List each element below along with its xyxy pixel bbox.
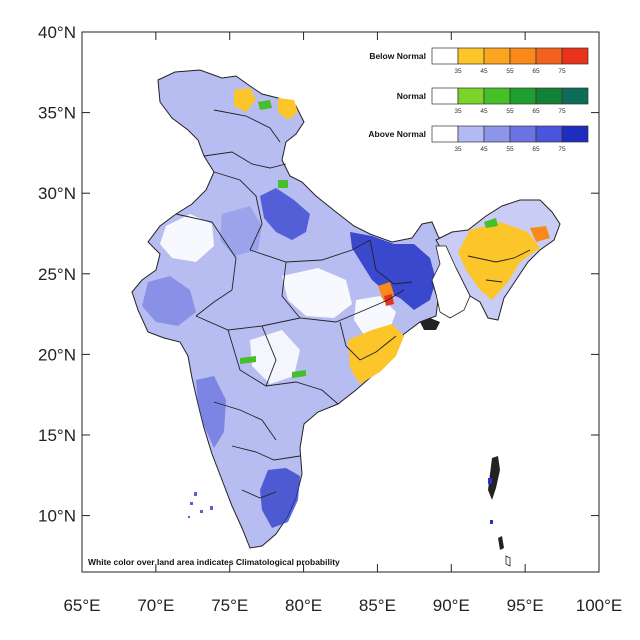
lon-tick-label: 95°E xyxy=(507,596,544,615)
legend-color-swatch xyxy=(431,47,459,65)
normal-green-east xyxy=(292,370,306,378)
map-footnote: White color over land area indicates Cli… xyxy=(88,557,340,567)
probability-legend: Below Normal 35 45 55 65 75 Normal 35 45 55 65 75 Ab… xyxy=(368,47,589,153)
legend-tick-label: 35 xyxy=(454,146,462,153)
andaman-islands xyxy=(488,456,511,567)
normal-green-uttarakhand xyxy=(278,180,288,188)
legend-category-label: Below Normal xyxy=(369,51,426,61)
legend-tick-label: 65 xyxy=(532,68,540,75)
legend-color-swatch xyxy=(431,125,459,143)
above-normal-darkblue-ganges xyxy=(350,232,436,310)
legend-tick-label: 65 xyxy=(532,146,540,153)
legend-category-label: Normal xyxy=(397,91,426,101)
legend-color-swatch xyxy=(535,125,563,143)
lon-tick-label: 65°E xyxy=(63,596,100,615)
climatology-white-rajasthan xyxy=(160,214,214,262)
above-normal-darkblue-north xyxy=(260,188,310,240)
legend-tick-label: 35 xyxy=(454,108,462,115)
above-normal-midblue-central xyxy=(220,206,262,256)
legend-color-swatch xyxy=(483,47,511,65)
legend-color-swatch xyxy=(457,125,485,143)
legend-color-swatch xyxy=(561,125,589,143)
normal-green-kashmir xyxy=(258,100,272,110)
lon-tick-label: 70°E xyxy=(137,596,174,615)
legend-tick-label: 75 xyxy=(558,108,566,115)
legend-color-swatch xyxy=(535,47,563,65)
legend-tick-label: 55 xyxy=(506,146,514,153)
legend-color-swatch xyxy=(509,125,537,143)
lat-tick-label: 30°N xyxy=(38,184,76,203)
lon-tick-label: 85°E xyxy=(359,596,396,615)
legend-tick-label: 35 xyxy=(454,68,462,75)
legend-color-swatch xyxy=(457,47,485,65)
legend-color-swatch xyxy=(483,87,511,105)
legend-tick-label: 45 xyxy=(480,68,488,75)
legend-category-label: Above Normal xyxy=(368,129,426,139)
above-normal-midblue-west xyxy=(142,276,196,326)
lakshadweep-islands xyxy=(188,492,213,518)
state-boundaries xyxy=(175,109,531,499)
legend-tick-label: 55 xyxy=(506,68,514,75)
sundarbans-coast xyxy=(420,318,440,330)
legend-color-swatch xyxy=(509,47,537,65)
above-normal-midblue-coast xyxy=(196,376,226,448)
climatology-white-central xyxy=(282,268,352,318)
below-normal-odisha xyxy=(348,324,404,384)
legend-tick-label: 75 xyxy=(558,146,566,153)
below-normal-ladakh-east xyxy=(278,98,298,120)
legend-tick-label: 45 xyxy=(480,146,488,153)
lon-tick-label: 80°E xyxy=(285,596,322,615)
below-normal-ladakh xyxy=(234,88,256,112)
india-probability-field xyxy=(131,69,561,567)
lat-tick-label: 25°N xyxy=(38,265,76,284)
normal-green-northeast xyxy=(484,218,498,228)
legend-color-swatch xyxy=(509,87,537,105)
lat-tick-label: 35°N xyxy=(38,104,76,123)
lat-tick-label: 20°N xyxy=(38,345,76,364)
legend-color-swatch xyxy=(483,125,511,143)
legend-color-swatch xyxy=(561,47,589,65)
lon-tick-label: 90°E xyxy=(433,596,470,615)
legend-color-swatch xyxy=(561,87,589,105)
lat-tick-label: 10°N xyxy=(38,507,76,526)
lon-tick-label: 75°E xyxy=(211,596,248,615)
legend-tick-label: 45 xyxy=(480,108,488,115)
lat-tick-label: 40°N xyxy=(38,23,76,42)
legend-color-swatch xyxy=(431,87,459,105)
normal-green-central xyxy=(240,356,256,364)
map-axes: 65°E 70°E 75°E 80°E 85°E 90°E 95°E 100°E 40°N 35°… xyxy=(38,23,622,615)
legend-color-swatch xyxy=(535,87,563,105)
lat-tick-label: 15°N xyxy=(38,426,76,445)
legend-tick-label: 75 xyxy=(558,68,566,75)
legend-tick-label: 65 xyxy=(532,108,540,115)
bangladesh-gap xyxy=(431,245,471,319)
above-normal-darkblue-south xyxy=(260,468,300,528)
below-normal-northeast-orange xyxy=(530,226,550,242)
legend-tick-label: 55 xyxy=(506,108,514,115)
legend-color-swatch xyxy=(457,87,485,105)
lon-tick-label: 100°E xyxy=(576,596,623,615)
below-normal-bengal-red xyxy=(384,294,394,306)
